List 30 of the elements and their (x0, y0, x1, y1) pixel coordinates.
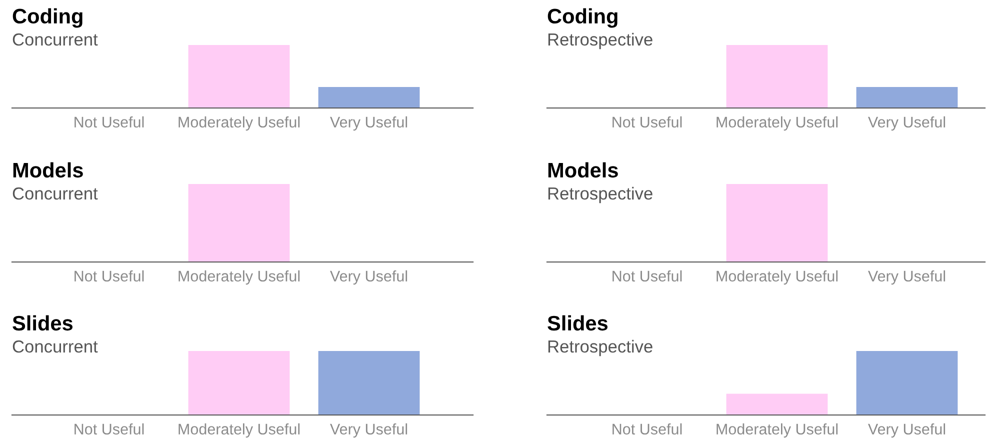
x-tick-label: Very Useful (868, 116, 946, 131)
chart-subtitle: Retrospective (548, 340, 652, 356)
x-tick-label: Not Useful (612, 270, 682, 282)
x-tick-label: Not Useful (612, 116, 682, 128)
x-tick-label: Very Useful (330, 423, 408, 438)
chart-title: Coding (548, 8, 618, 28)
x-tick-label: Very Useful (868, 423, 946, 438)
x-tick-label: Moderately Useful (716, 270, 838, 285)
chart-title: Coding (12, 8, 82, 28)
x-tick-label: Very Useful (330, 116, 408, 131)
chart-title: Slides (548, 315, 608, 331)
x-tick-label: Moderately Useful (716, 116, 838, 131)
x-tick-label: Moderately Useful (716, 423, 838, 438)
x-tick-label: Not Useful (74, 116, 144, 128)
x-tick-label: Not Useful (74, 423, 144, 435)
x-tick-label: Moderately Useful (178, 423, 300, 438)
x-tick-label: Very Useful (868, 270, 946, 285)
x-tick-label: Very Useful (330, 270, 408, 285)
chart-title: Models (13, 162, 83, 178)
x-tick-label: Moderately Useful (178, 270, 300, 285)
chart-subtitle: Retrospective (548, 186, 652, 204)
chart-title: Slides (12, 315, 73, 331)
x-tick-label: Moderately Useful (178, 116, 300, 131)
chart-subtitle: Concurrent (12, 340, 98, 353)
x-tick-label: Not Useful (612, 423, 682, 435)
chart-subtitle: Concurrent (12, 33, 98, 46)
chart-subtitle: Retrospective (548, 32, 652, 50)
chart-title: Models (548, 162, 618, 178)
x-tick-label: Not Useful (74, 270, 144, 282)
chart-subtitle: Concurrent (12, 187, 98, 200)
